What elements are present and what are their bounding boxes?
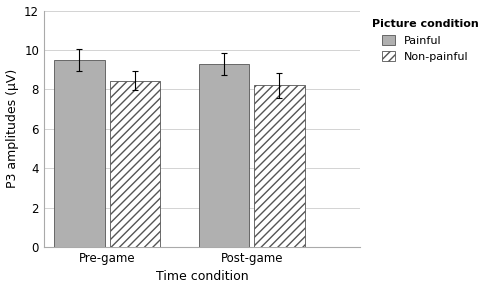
Bar	[254, 86, 304, 247]
Bar	[198, 64, 249, 247]
Bar	[110, 81, 160, 247]
Y-axis label: P3 amplitudes (μV): P3 amplitudes (μV)	[6, 69, 18, 188]
X-axis label: Time condition: Time condition	[156, 271, 248, 284]
Legend: Painful, Non-painful: Painful, Non-painful	[368, 16, 482, 65]
Bar	[54, 60, 104, 247]
